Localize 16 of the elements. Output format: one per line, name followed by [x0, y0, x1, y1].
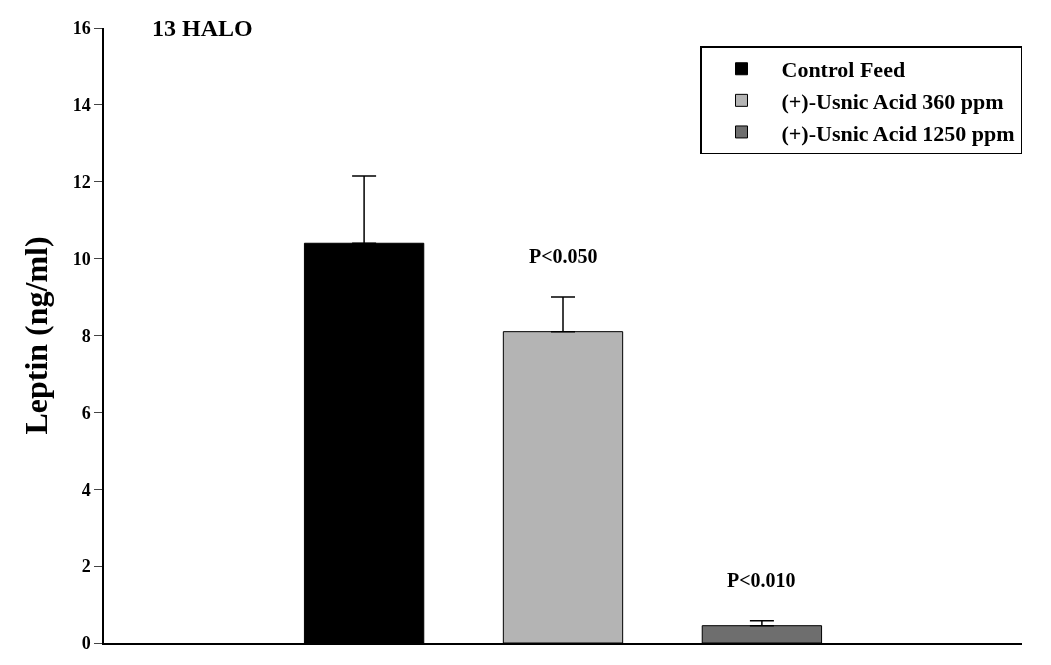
- y-tick-label: 12: [72, 172, 91, 193]
- legend-label: Control Feed: [781, 57, 906, 83]
- y-tick-label: 2: [81, 556, 91, 577]
- y-tick-label: 4: [81, 479, 91, 500]
- y-tick-label: 10: [72, 248, 91, 269]
- chart-title: 13 HALO: [152, 15, 253, 41]
- y-tick-label: 0: [81, 633, 91, 654]
- annotation: P<0.050: [529, 245, 598, 267]
- y-tick-label: 16: [72, 18, 91, 39]
- y-tick-label: 6: [81, 402, 91, 423]
- y-tick-label: 8: [81, 325, 91, 346]
- legend-label: (+)-Usnic Acid 1250 ppm: [781, 120, 1015, 146]
- y-tick-label: 14: [72, 95, 91, 116]
- annotation: P<0.010: [727, 569, 796, 591]
- legend-label: (+)-Usnic Acid 360 ppm: [781, 88, 1004, 114]
- y-axis-title: Leptin (ng/ml): [18, 236, 55, 435]
